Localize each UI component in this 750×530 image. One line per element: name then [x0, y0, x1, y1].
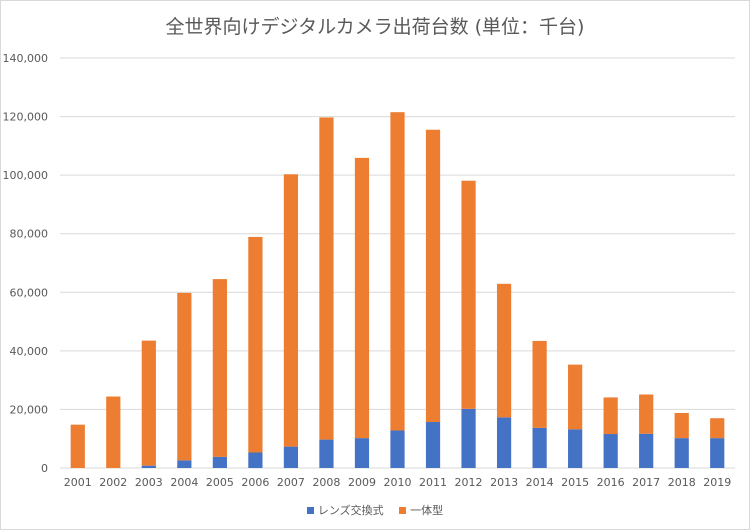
bar-compact-2018 — [674, 412, 689, 439]
chart-title: 全世界向けデジタルカメラ出荷台数 (単位：千台) — [165, 16, 585, 38]
x-tick-label: 2009 — [348, 476, 376, 489]
y-tick-label: 100,000 — [3, 169, 49, 182]
bar-compact-2011 — [425, 129, 441, 423]
bar-compact-2004 — [177, 292, 192, 461]
bar-lens-interchangeable-2017 — [639, 433, 654, 468]
bar-lens-interchangeable-2004 — [177, 460, 192, 468]
bar-compact-2015 — [568, 364, 583, 430]
bar-compact-2014 — [532, 340, 547, 428]
x-tick-label: 2011 — [419, 476, 447, 489]
bar-compact-2001 — [70, 424, 85, 468]
bar-lens-interchangeable-2018 — [674, 438, 689, 468]
bar-compact-2006 — [248, 236, 263, 453]
y-tick-label: 60,000 — [10, 286, 49, 299]
bar-lens-interchangeable-2015 — [568, 429, 583, 468]
bar-compact-2016 — [603, 397, 618, 435]
x-tick-label: 2016 — [597, 476, 625, 489]
bar-compact-2008 — [319, 117, 334, 440]
y-tick-label: 0 — [41, 462, 48, 475]
bar-compact-2017 — [639, 394, 654, 434]
bars — [70, 112, 725, 468]
bar-lens-interchangeable-2011 — [425, 422, 441, 468]
bar-lens-interchangeable-2008 — [319, 439, 334, 468]
x-tick-label: 2006 — [241, 476, 269, 489]
x-tick-label: 2019 — [703, 476, 731, 489]
x-tick-label: 2010 — [384, 476, 412, 489]
y-tick-label: 20,000 — [10, 403, 49, 416]
x-tick-label: 2001 — [64, 476, 92, 489]
x-tick-label: 2004 — [170, 476, 198, 489]
bar-compact-2010 — [390, 112, 405, 431]
bar-lens-interchangeable-2010 — [390, 430, 405, 468]
bar-lens-interchangeable-2006 — [248, 452, 263, 468]
x-tick-label: 2003 — [135, 476, 163, 489]
legend-entry-compact: 一体型 — [399, 502, 443, 518]
bar-compact-2019 — [710, 418, 725, 439]
legend-label-lens-interchangeable: レンズ交換式 — [317, 504, 384, 517]
bar-lens-interchangeable-2013 — [496, 417, 512, 468]
bar-lens-interchangeable-2016 — [603, 434, 618, 468]
bar-compact-2007 — [283, 174, 299, 447]
x-axis-ticks: 2001 2002 2003 2004 2005 2006 2007 2008 2009 2010… — [64, 476, 731, 489]
bar-lens-interchangeable-2019 — [710, 438, 725, 468]
bar-lens-interchangeable-2007 — [283, 446, 299, 468]
legend-label-compact: 一体型 — [410, 504, 444, 517]
x-tick-label: 2005 — [206, 476, 234, 489]
bar-lens-interchangeable-2005 — [212, 456, 227, 468]
x-tick-label: 2008 — [312, 476, 340, 489]
y-tick-label: 40,000 — [10, 345, 49, 358]
legend-entry-lens-interchangeable: レンズ交換式 — [306, 502, 384, 518]
y-axis-ticks: 0 20,000 40,000 60,000 80,000 100,000 120,000 1… — [3, 52, 49, 475]
x-tick-label: 2018 — [668, 476, 696, 489]
y-tick-label: 80,000 — [10, 228, 49, 241]
bar-lens-interchangeable-2009 — [354, 438, 370, 468]
bar-compact-2012 — [461, 180, 476, 409]
bar-compact-2009 — [354, 157, 370, 439]
x-tick-label: 2012 — [455, 476, 483, 489]
bar-compact-2002 — [106, 396, 121, 468]
x-tick-label: 2014 — [526, 476, 554, 489]
legend-swatch-lens-interchangeable — [306, 506, 314, 514]
legend-swatch-compact — [399, 506, 407, 514]
bar-compact-2003 — [141, 340, 156, 466]
x-tick-label: 2007 — [277, 476, 305, 489]
bar-lens-interchangeable-2003 — [141, 465, 156, 468]
x-tick-label: 2017 — [632, 476, 660, 489]
bar-compact-2013 — [496, 283, 512, 418]
y-tick-label: 120,000 — [3, 111, 49, 124]
x-tick-label: 2002 — [99, 476, 127, 489]
y-tick-label: 140,000 — [3, 52, 49, 65]
x-tick-label: 2013 — [490, 476, 518, 489]
x-tick-label: 2015 — [561, 476, 589, 489]
legend: レンズ交換式 一体型 — [0, 502, 750, 518]
bar-lens-interchangeable-2012 — [461, 408, 476, 468]
bar-compact-2005 — [212, 279, 227, 457]
bar-lens-interchangeable-2014 — [532, 427, 547, 468]
